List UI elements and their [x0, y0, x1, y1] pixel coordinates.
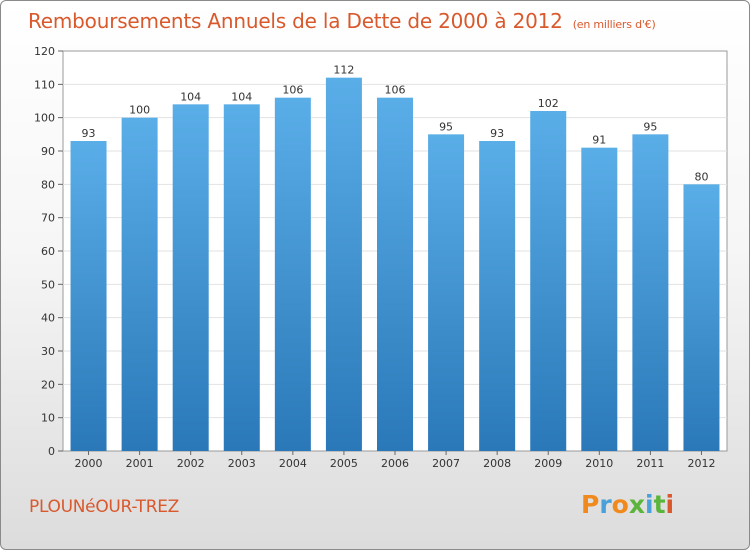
data-label: 106 [385, 84, 406, 97]
y-tick-label: 10 [41, 412, 55, 425]
bar-2007 [428, 134, 465, 452]
x-tick-label: 2008 [483, 457, 511, 470]
bar-2009 [530, 111, 567, 451]
y-tick-label: 20 [41, 378, 55, 391]
y-tick-label: 30 [41, 345, 55, 358]
y-tick-label: 120 [34, 45, 55, 58]
proxiti-logo: Proxiti [581, 490, 674, 519]
y-tick-label: 50 [41, 278, 55, 291]
y-tick-label: 40 [41, 312, 55, 325]
data-label: 112 [333, 64, 354, 77]
y-tick-label: 90 [41, 145, 55, 158]
bar-2005 [325, 77, 362, 452]
x-tick-label: 2006 [381, 457, 409, 470]
bar-2002 [172, 104, 209, 451]
bar-2004 [274, 97, 311, 452]
x-tick-label: 2003 [228, 457, 256, 470]
data-label: 100 [129, 104, 150, 117]
y-tick-label: 110 [34, 78, 55, 91]
chart-title-text: Remboursements Annuels de la Dette de 20… [28, 9, 563, 33]
y-tick-label: 70 [41, 212, 55, 225]
bar-2006 [377, 97, 413, 452]
x-axis: 2000 2001 2002 2003 2004 2005 2006 2007 2008 2009… [75, 451, 715, 470]
bar-2012 [683, 184, 720, 452]
bar-2008 [479, 141, 516, 451]
logo-letter: i [645, 490, 654, 519]
data-label: 95 [643, 120, 657, 133]
y-axis: 0 10 20 30 40 50 60 70 80 90 100 110 120 [34, 45, 63, 458]
logo-letter: i [665, 490, 675, 519]
data-label: 104 [180, 90, 201, 103]
data-label: 80 [694, 170, 708, 183]
x-tick-label: 2007 [432, 457, 460, 470]
bars: 93 100 104 104 106 112 106 95 93 102 91 95 80 [70, 64, 720, 452]
y-tick-label: 80 [41, 178, 55, 191]
data-label: 104 [231, 90, 252, 103]
bar-2003 [223, 104, 260, 451]
data-label: 102 [538, 97, 559, 110]
data-label: 95 [439, 120, 453, 133]
x-tick-label: 2011 [636, 457, 664, 470]
logo-letter: r [599, 490, 612, 519]
data-label: 93 [490, 127, 504, 140]
chart-subtitle: (en milliers d'€) [572, 18, 656, 31]
data-label: 93 [82, 127, 96, 140]
bar-2000 [70, 141, 107, 451]
y-tick-label: 100 [34, 112, 55, 125]
bar-2010 [581, 147, 618, 451]
x-tick-label: 2002 [177, 457, 205, 470]
x-tick-label: 2005 [330, 457, 358, 470]
data-label: 91 [592, 134, 606, 147]
y-tick-label: 0 [48, 445, 55, 458]
x-tick-label: 2004 [279, 457, 307, 470]
x-tick-label: 2001 [126, 457, 154, 470]
logo-letter: t [653, 490, 666, 519]
logo-letter: x [628, 490, 645, 519]
data-label: 106 [282, 84, 303, 97]
chart-title: Remboursements Annuels de la Dette de 20… [28, 9, 656, 33]
y-tick-label: 60 [41, 245, 55, 258]
logo-letter: P [581, 490, 600, 519]
bar-2011 [632, 134, 669, 452]
x-tick-label: 2012 [687, 457, 715, 470]
town-name: PLOUNéOUR-TREZ [29, 497, 180, 517]
x-tick-label: 2000 [75, 457, 103, 470]
x-tick-label: 2009 [534, 457, 562, 470]
bar-2001 [121, 117, 158, 452]
logo-letter: o [611, 490, 629, 519]
x-tick-label: 2010 [585, 457, 613, 470]
